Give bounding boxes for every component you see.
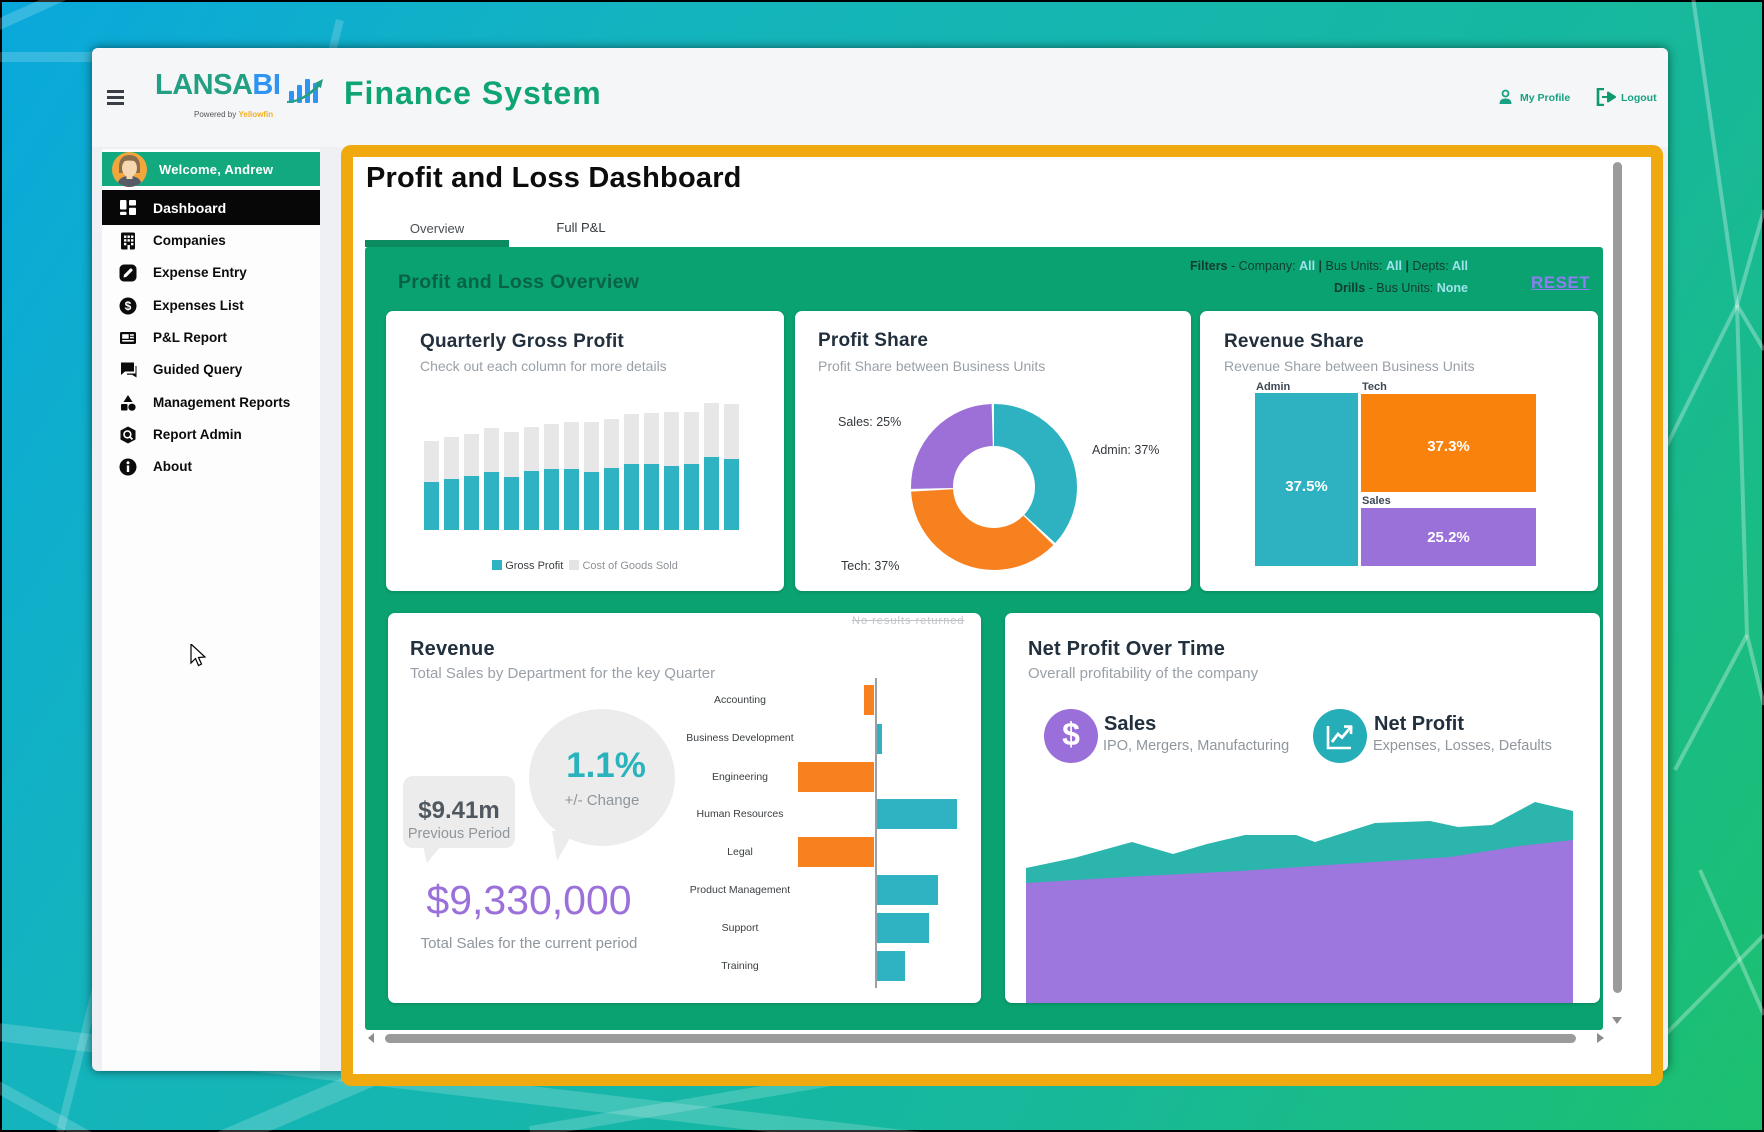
svg-text:$: $: [125, 299, 132, 313]
